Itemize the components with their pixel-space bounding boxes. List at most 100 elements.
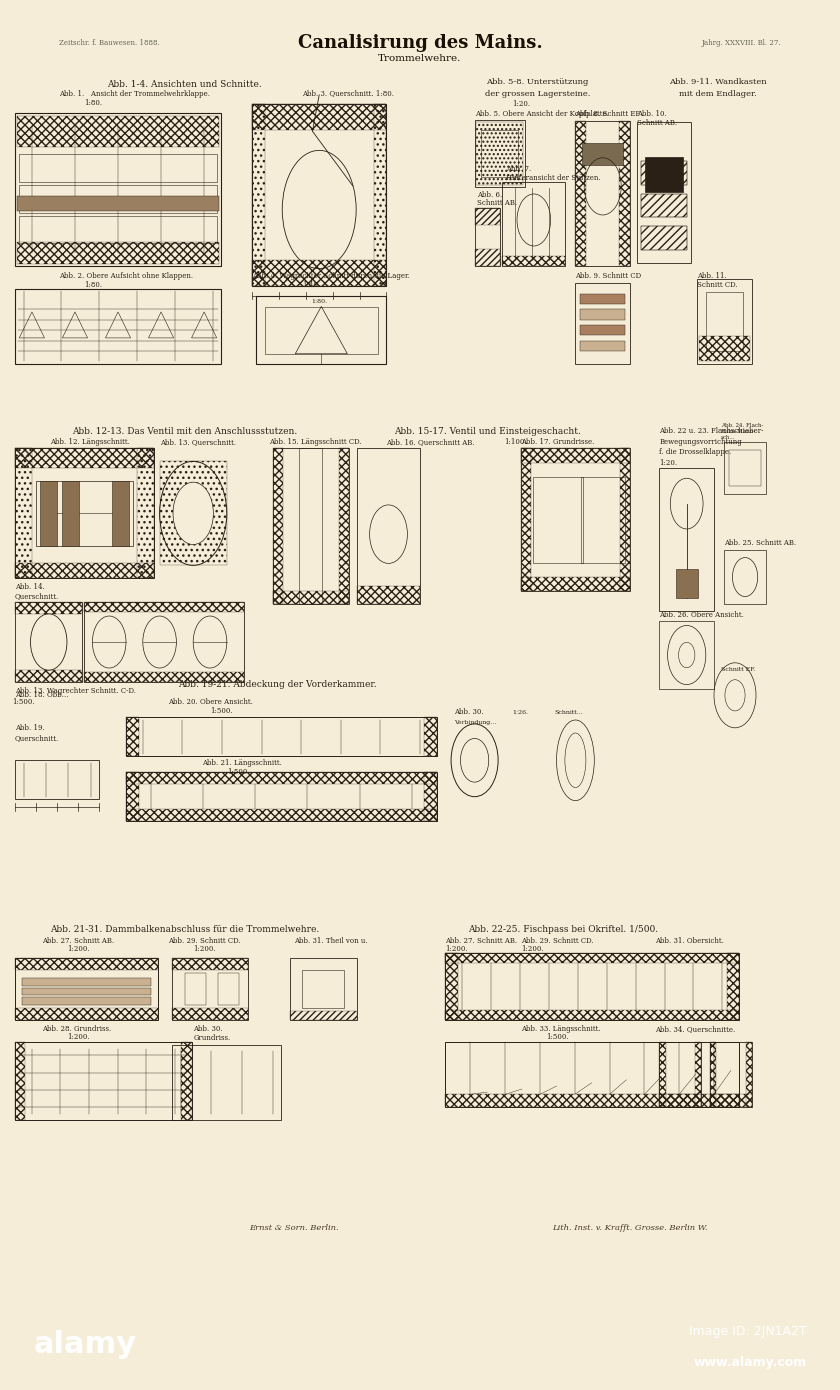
Text: Abb. 3. Querschnitt. 1:80.: Abb. 3. Querschnitt. 1:80. [302, 89, 395, 97]
Text: 1:80.: 1:80. [84, 281, 102, 289]
Bar [641, 193, 687, 217]
Text: 1:40.: 1:40. [302, 281, 321, 289]
Bar [475, 249, 500, 267]
Text: Abb. 21. Längsschnitt.: Abb. 21. Längsschnitt. [202, 759, 281, 767]
Text: Abb. 31. Obersicht.: Abb. 31. Obersicht. [655, 937, 724, 945]
Bar [619, 121, 630, 267]
Bar [521, 449, 630, 591]
Bar [302, 970, 344, 1008]
Bar [252, 104, 265, 286]
Bar [641, 227, 687, 250]
Bar [22, 988, 151, 995]
Text: Abb. 29. Schnitt CD.: Abb. 29. Schnitt CD. [168, 937, 240, 945]
Text: Abb. 15. Längsschnitt CD.: Abb. 15. Längsschnitt CD. [269, 438, 361, 446]
Text: Abb. 13. Querschnitt.: Abb. 13. Querschnitt. [160, 438, 236, 446]
Bar [724, 550, 766, 605]
Text: Abb. 33. Längsschnitt.: Abb. 33. Längsschnitt. [521, 1026, 601, 1033]
Text: 1:20.: 1:20. [512, 100, 531, 108]
Bar [729, 450, 761, 486]
Text: der grossen Lagersteine.: der grossen Lagersteine. [485, 89, 591, 97]
Bar [172, 1045, 281, 1120]
Bar [475, 208, 500, 225]
Bar [727, 952, 739, 1020]
Text: Abb. 18. Obb...: Abb. 18. Obb... [15, 691, 69, 699]
Bar [15, 449, 154, 468]
Text: 1:80.: 1:80. [84, 99, 102, 107]
Bar [675, 570, 698, 598]
Text: Abb. 9-11. Wandkasten: Abb. 9-11. Wandkasten [669, 78, 767, 86]
Text: Abb. 1-4. Ansichten und Schnitte.: Abb. 1-4. Ansichten und Schnitte. [108, 81, 262, 89]
Text: Abb. 6.: Abb. 6. [477, 190, 502, 199]
Text: Verbindung...: Verbindung... [454, 720, 496, 726]
Bar [22, 979, 151, 986]
Bar [256, 296, 386, 364]
Text: Abb. 12. Längsschnitt.: Abb. 12. Längsschnitt. [50, 438, 130, 446]
Bar [252, 104, 386, 286]
Bar [575, 121, 586, 267]
Bar [40, 481, 57, 546]
Bar [641, 161, 687, 185]
Bar [15, 760, 99, 799]
Text: Abb. 24. Flach-
Hahn-Mann-
sch...: Abb. 24. Flach- Hahn-Mann- sch... [721, 423, 763, 439]
Text: Schnitt...: Schnitt... [554, 710, 583, 714]
Bar [502, 182, 565, 267]
Bar [575, 121, 630, 267]
Bar [252, 260, 386, 286]
Bar [273, 449, 283, 605]
Bar [357, 449, 420, 605]
Bar [481, 131, 518, 177]
Bar [185, 973, 206, 1005]
Text: Abb. 25. Schnitt AB.: Abb. 25. Schnitt AB. [724, 539, 796, 548]
Bar [126, 809, 437, 821]
Text: Abb. 20. Obere Ansicht.: Abb. 20. Obere Ansicht. [168, 698, 253, 706]
Text: Abb. 28. Grundriss.: Abb. 28. Grundriss. [42, 1026, 111, 1033]
Bar [265, 307, 378, 353]
Text: Abb. 34. Querschnitte.: Abb. 34. Querschnitte. [655, 1026, 736, 1033]
Bar [15, 1008, 158, 1020]
Bar [424, 771, 437, 821]
Text: Abb. 8. Schnitt EF: Abb. 8. Schnitt EF [575, 110, 641, 118]
Text: Abb. 2. Obere Aufsicht ohne Klappen.: Abb. 2. Obere Aufsicht ohne Klappen. [59, 271, 193, 279]
Text: Jahrg. XXXVIII. Bl. 27.: Jahrg. XXXVIII. Bl. 27. [701, 39, 781, 47]
Bar [36, 481, 133, 546]
Bar [181, 1042, 192, 1120]
Bar [641, 227, 687, 250]
Bar [710, 1042, 716, 1108]
Bar [84, 671, 244, 682]
Text: 1:20.: 1:20. [659, 459, 678, 467]
Bar [445, 1011, 739, 1020]
Bar [112, 481, 129, 546]
Bar [273, 449, 349, 605]
Bar [15, 113, 221, 267]
Text: Schnitt AB.: Schnitt AB. [637, 120, 677, 128]
Bar [521, 577, 630, 591]
Text: Abb. 17. Grundrisse.: Abb. 17. Grundrisse. [521, 438, 594, 446]
Text: Abb. 15-17. Ventil und Einsteigeschacht.: Abb. 15-17. Ventil und Einsteigeschacht. [394, 427, 580, 436]
Text: mit dem Endlager.: mit dem Endlager. [680, 89, 757, 97]
Text: 1:500.: 1:500. [546, 1033, 569, 1041]
Bar [502, 256, 565, 267]
Bar [746, 1042, 752, 1108]
Text: Abb. 12-13. Das Ventil mit den Anschlussstutzen.: Abb. 12-13. Das Ventil mit den Anschluss… [72, 427, 297, 436]
Bar [620, 449, 630, 591]
Bar [126, 771, 139, 821]
Text: Lith. Inst. v. Krafft. Grosse. Berlin W.: Lith. Inst. v. Krafft. Grosse. Berlin W. [552, 1225, 708, 1232]
Text: Querschnitt.: Querschnitt. [15, 592, 60, 600]
Text: Abb. 22-25. Fischpass bei Okriftel. 1/500.: Abb. 22-25. Fischpass bei Okriftel. 1/50… [468, 924, 658, 934]
Text: Zeitschr. f. Bauwesen. 1888.: Zeitschr. f. Bauwesen. 1888. [59, 39, 160, 47]
Bar [160, 461, 227, 566]
Bar [582, 143, 623, 164]
Text: 1:200.: 1:200. [521, 945, 543, 952]
Bar [15, 602, 82, 682]
Bar [724, 442, 766, 493]
Bar [126, 771, 437, 821]
Text: 1:500.: 1:500. [227, 769, 249, 776]
Text: Abb. 19.: Abb. 19. [15, 724, 45, 731]
Bar [696, 1042, 701, 1108]
Text: f. die Drosselklappe.: f. die Drosselklappe. [659, 449, 732, 456]
Bar [137, 449, 154, 578]
Text: Abb. 14.: Abb. 14. [15, 584, 45, 591]
Bar [575, 284, 630, 364]
Bar [641, 193, 687, 217]
Bar [580, 310, 625, 320]
